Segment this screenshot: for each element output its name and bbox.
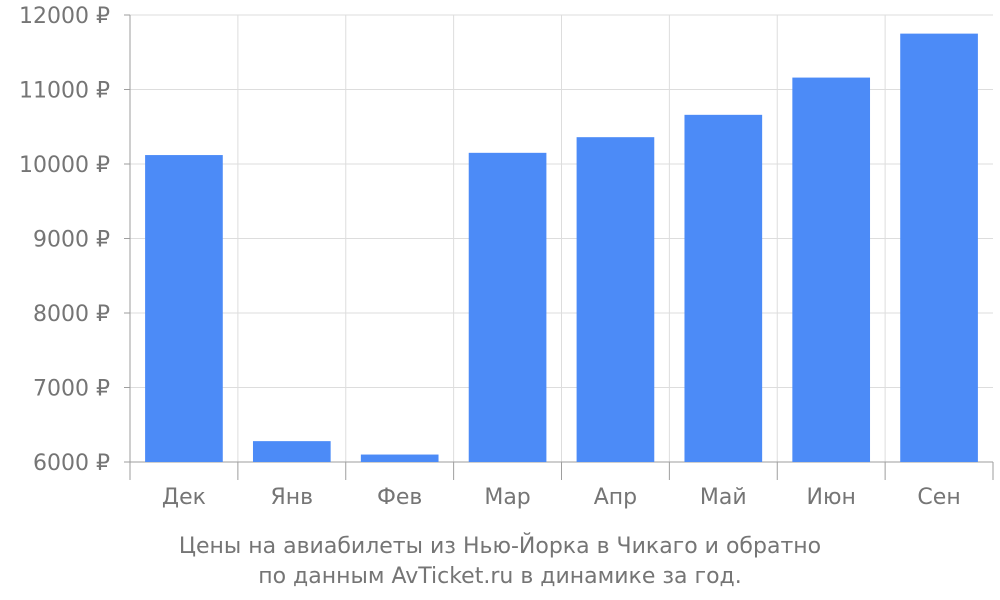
y-tick-label: 10000 ₽ (19, 153, 110, 178)
y-tick-label: 6000 ₽ (33, 451, 110, 476)
bar (468, 152, 547, 462)
chart-caption-line-1: Цены на авиабилеты из Нью-Йорка в Чикаго… (178, 534, 822, 559)
x-tick-label: Апр (594, 485, 637, 510)
bar (252, 441, 331, 462)
y-tick-label: 9000 ₽ (33, 228, 110, 253)
x-tick-label: Фев (377, 485, 422, 510)
chart-caption-line-2: по данным AvTicket.ru в динамике за год. (258, 564, 742, 589)
bar (145, 155, 223, 462)
y-tick-label: 12000 ₽ (19, 4, 110, 29)
y-tick-label: 7000 ₽ (33, 377, 110, 402)
x-tick-label: Янв (270, 485, 313, 510)
bar (360, 454, 439, 462)
bar (900, 33, 978, 462)
y-tick-label: 8000 ₽ (33, 302, 110, 327)
y-tick-label: 11000 ₽ (19, 79, 110, 104)
x-tick-label: Сен (917, 485, 960, 510)
x-tick-label: Июн (807, 485, 856, 510)
x-tick-label: Май (700, 485, 747, 510)
bar (792, 77, 871, 462)
bar (684, 114, 763, 462)
x-tick-label: Мар (484, 485, 530, 510)
bar-chart: 6000 ₽ 7000 ₽ 8000 ₽ 9000 ₽ 10000 ₽ 11000 ₽ 12… (19, 4, 994, 510)
bar (576, 137, 655, 462)
x-tick-label: Дек (162, 485, 206, 510)
